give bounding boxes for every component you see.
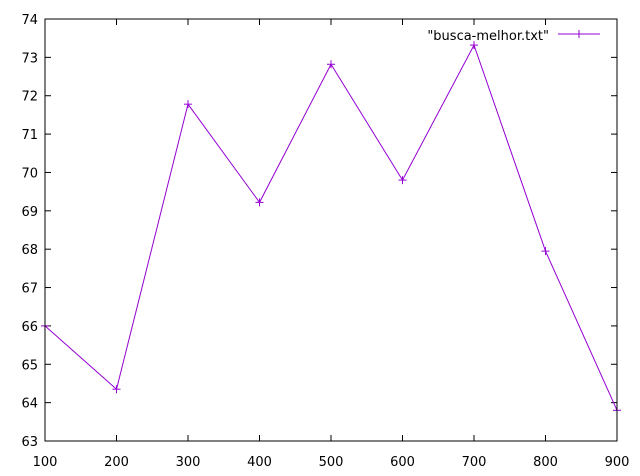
series-group: [41, 41, 621, 415]
y-tick-label: 74: [21, 13, 38, 28]
data-point-marker: [255, 198, 264, 207]
axis-tick-labels: 63 64 65 66 67 68 69 70 71 72 73 74 100 200 300 400 500 6…: [21, 13, 629, 470]
legend: "busca-melhor.txt": [427, 29, 600, 44]
y-tick-label: 69: [21, 205, 38, 220]
x-tick-label: 100: [33, 455, 58, 470]
y-tick-label: 65: [21, 358, 38, 373]
x-tick-label: 600: [390, 455, 415, 470]
legend-marker: [575, 30, 583, 38]
x-tick-label: 900: [605, 455, 630, 470]
y-tick-label: 71: [21, 128, 38, 143]
x-tick-label: 700: [462, 455, 487, 470]
y-tick-label: 70: [21, 166, 38, 181]
data-point-marker: [184, 100, 192, 109]
y-tick-label: 73: [21, 51, 38, 66]
series-line: [44, 43, 618, 411]
data-point-marker: [112, 385, 121, 394]
data-point-marker: [398, 176, 407, 185]
axis-ticks: [44, 18, 618, 442]
data-point-marker: [541, 247, 550, 256]
y-tick-label: 63: [21, 435, 38, 450]
y-tick-label: 72: [21, 90, 38, 105]
plot-frame: [44, 18, 618, 442]
legend-label: "busca-melhor.txt": [427, 29, 549, 44]
x-tick-label: 500: [319, 455, 344, 470]
x-tick-label: 800: [533, 455, 558, 470]
y-tick-label: 68: [21, 243, 38, 258]
data-point-marker: [327, 60, 335, 69]
y-tick-label: 66: [21, 320, 38, 335]
x-tick-label: 200: [104, 455, 129, 470]
x-tick-label: 300: [176, 455, 201, 470]
y-tick-label: 67: [21, 282, 38, 297]
x-tick-label: 400: [247, 455, 272, 470]
data-point-marker: [470, 41, 478, 50]
y-tick-label: 64: [21, 397, 38, 412]
